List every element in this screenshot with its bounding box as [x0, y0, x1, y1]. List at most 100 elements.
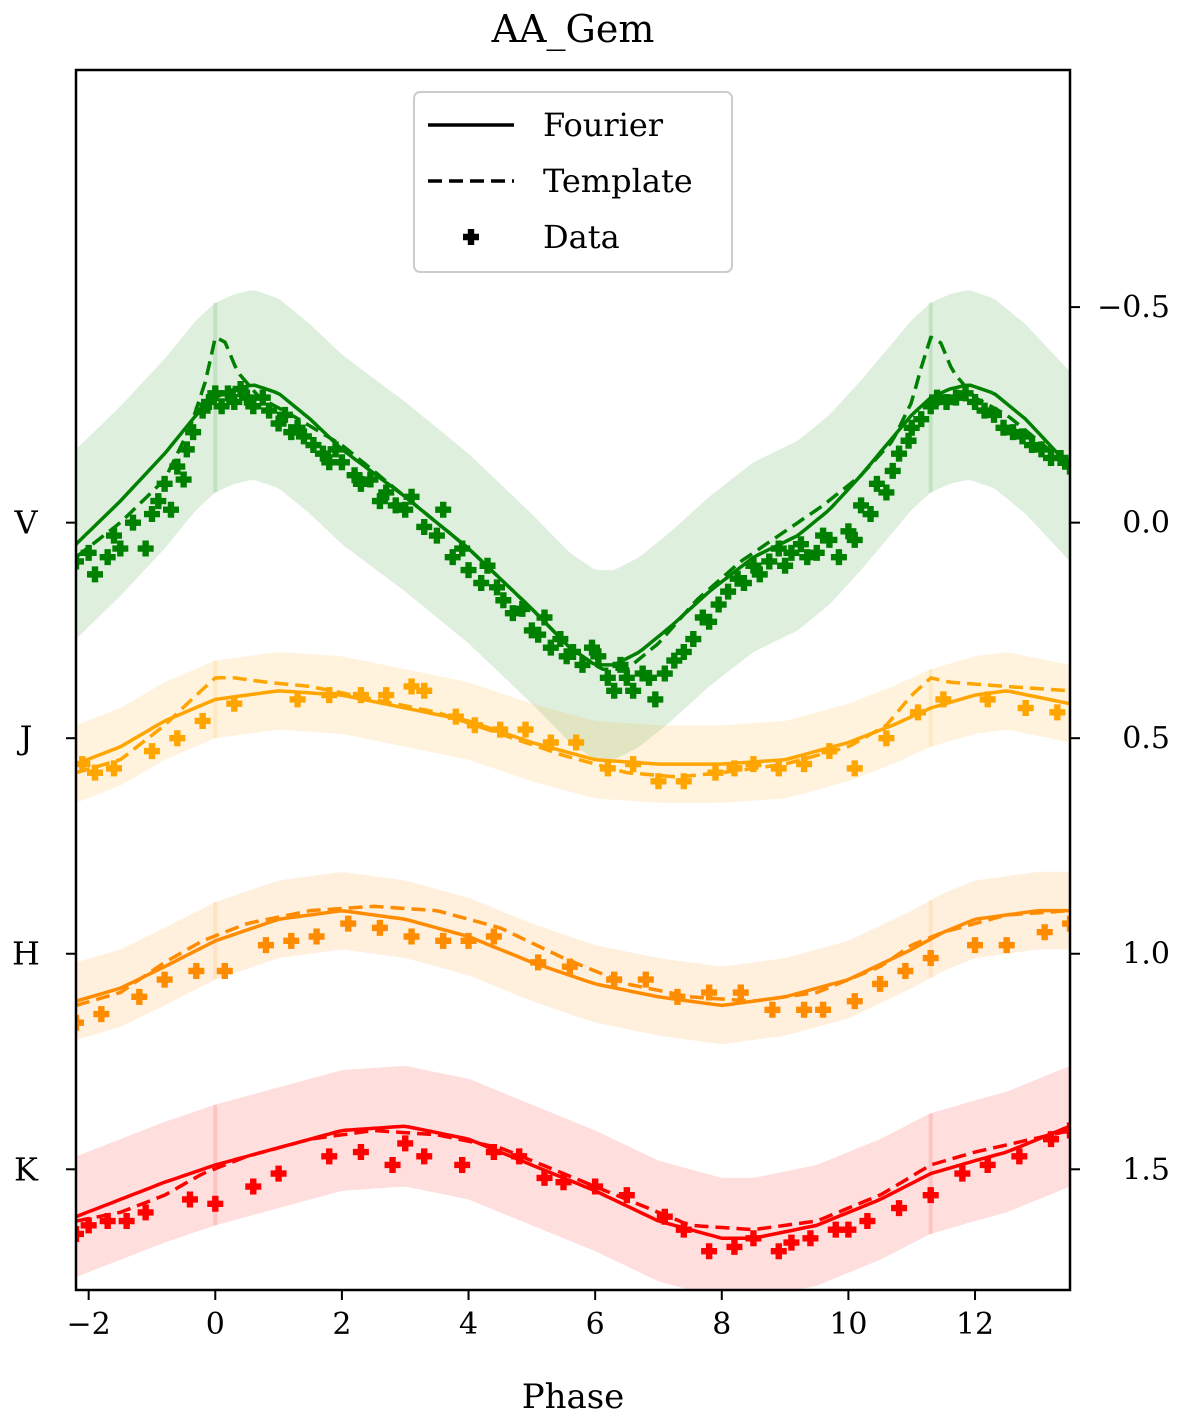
data-point [726, 1238, 743, 1255]
data-point [447, 708, 464, 725]
band-label-h: H [12, 935, 40, 973]
band-k-group [76, 1065, 1070, 1290]
data-point [219, 385, 236, 402]
band-v-group [76, 290, 1070, 760]
band-label-v: V [13, 504, 38, 542]
data-point [808, 544, 825, 561]
data-point [333, 454, 350, 471]
data-point [922, 398, 939, 415]
data-point [903, 419, 920, 436]
band-layer [76, 290, 1070, 1290]
data-point [910, 704, 927, 721]
x-tick-label: −2 [67, 1307, 111, 1342]
legend-marker-data [463, 229, 479, 245]
data-point [352, 687, 369, 704]
data-point [685, 631, 702, 648]
data-point [99, 549, 116, 566]
data-point [99, 1213, 116, 1230]
data-point [650, 773, 667, 790]
data-point [435, 501, 452, 518]
data-point [150, 493, 167, 510]
data-point [561, 958, 578, 975]
data-point [460, 562, 477, 579]
data-point [207, 1195, 224, 1212]
data-point [378, 484, 395, 501]
data-point [587, 1178, 604, 1195]
data-point [764, 1001, 781, 1018]
data-point [504, 605, 521, 622]
data-point [574, 656, 591, 673]
data-point [555, 1174, 572, 1191]
data-point [777, 557, 794, 574]
data-point [618, 669, 635, 686]
data-point [321, 1148, 338, 1165]
data-point [169, 458, 186, 475]
data-point [530, 954, 547, 971]
x-tick-label: 0 [206, 1307, 225, 1342]
data-point [257, 937, 274, 954]
data-point [634, 665, 651, 682]
data-point [289, 419, 306, 436]
data-point [872, 975, 889, 992]
data-point [666, 652, 683, 669]
data-point [80, 544, 97, 561]
data-point [232, 381, 249, 398]
data-point [76, 1225, 84, 1242]
data-point [289, 691, 306, 708]
data-point [517, 721, 534, 738]
data-point [175, 471, 192, 488]
data-point [542, 639, 559, 656]
data-point [1062, 1122, 1070, 1139]
band-h-group [76, 871, 1070, 1045]
data-point [530, 626, 547, 643]
band-label-k: K [14, 1150, 39, 1188]
data-point [86, 566, 103, 583]
data-point [1011, 1148, 1028, 1165]
data-point [802, 1230, 819, 1247]
data-point [979, 691, 996, 708]
data-point [606, 682, 623, 699]
band-v-uncertainty [76, 290, 1070, 760]
data-point [745, 557, 762, 574]
data-point [112, 540, 129, 557]
data-point [897, 962, 914, 979]
data-point [1043, 449, 1060, 466]
data-point [891, 445, 908, 462]
data-point [495, 592, 512, 609]
axes-layer: −2 0 2 4 6 8 10 12 −0.5 0.0 0.5 1.0 1.5 V J H K [12, 68, 1170, 1342]
data-point [1036, 924, 1053, 941]
data-point [444, 549, 461, 566]
data-point [403, 678, 420, 695]
data-point [891, 1200, 908, 1217]
plot-frame [74, 68, 1072, 1292]
data-point [403, 928, 420, 945]
data-point [118, 1213, 135, 1230]
data-point [878, 484, 895, 501]
data-point [1017, 700, 1034, 717]
data-point [770, 540, 787, 557]
data-point [216, 962, 233, 979]
data-point [694, 609, 711, 626]
data-point [967, 393, 984, 410]
chart-title: AA_Gem [491, 7, 655, 52]
data-point [998, 937, 1015, 954]
data-point [492, 721, 509, 738]
legend-label: Template [543, 162, 693, 200]
data-point [403, 488, 420, 505]
data-point [701, 613, 718, 630]
data-point [105, 527, 122, 544]
data-point [371, 493, 388, 510]
right-tick-label: 1.0 [1122, 937, 1170, 972]
data-point [900, 432, 917, 449]
data-point [846, 531, 863, 548]
data-point [948, 389, 965, 406]
data-point [435, 932, 452, 949]
data-point [384, 1156, 401, 1173]
data-point [606, 971, 623, 988]
data-point [156, 475, 173, 492]
data-point [986, 406, 1003, 423]
data-point [542, 734, 559, 751]
data-point [720, 583, 737, 600]
data-point [625, 682, 642, 699]
data-point [840, 1221, 857, 1238]
